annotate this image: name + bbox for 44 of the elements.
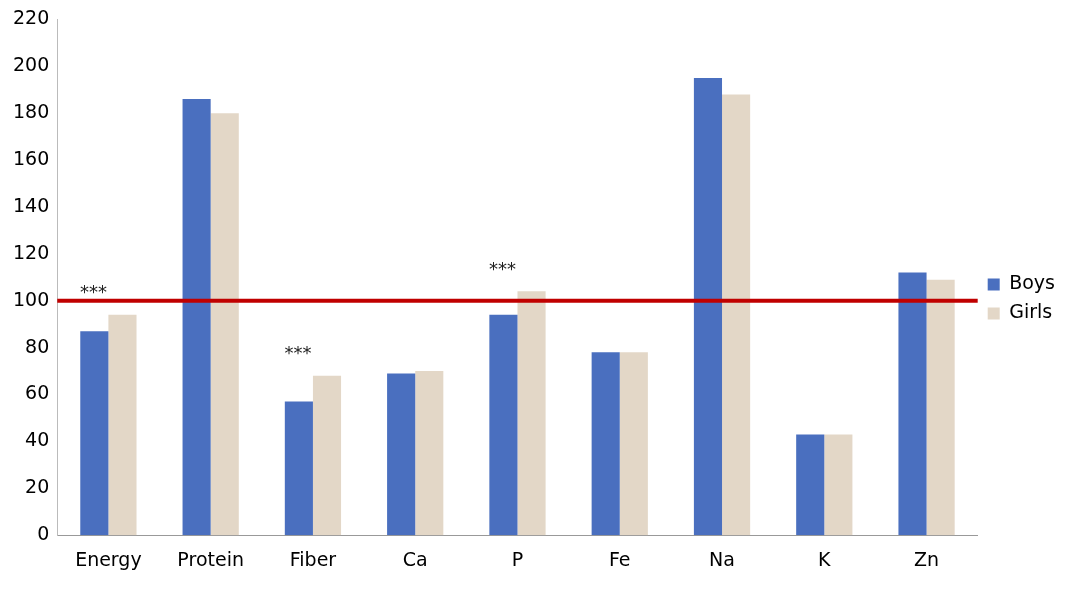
annotation: *** bbox=[284, 342, 312, 364]
x-tick-label: Ca bbox=[402, 547, 428, 570]
bar bbox=[517, 291, 546, 536]
y-tick-label: 60 bbox=[25, 381, 50, 404]
bar bbox=[415, 371, 444, 536]
y-tick-label: 20 bbox=[25, 475, 50, 498]
bar bbox=[591, 352, 620, 536]
legend-label: Girls bbox=[1009, 300, 1053, 323]
bar bbox=[182, 99, 211, 536]
x-tick-label: K bbox=[818, 547, 832, 570]
bar bbox=[722, 94, 751, 536]
annotation: *** bbox=[488, 258, 516, 280]
x-tick-label: Na bbox=[709, 547, 735, 570]
bar bbox=[312, 375, 342, 536]
bar bbox=[926, 279, 955, 536]
x-tick-label: Zn bbox=[914, 547, 940, 570]
x-tick-label: Fe bbox=[608, 547, 631, 570]
bar bbox=[693, 78, 723, 536]
bar bbox=[898, 272, 927, 536]
y-tick-label: 220 bbox=[13, 6, 50, 29]
y-tick-label: 160 bbox=[13, 147, 50, 170]
bar bbox=[796, 434, 825, 536]
y-tick-label: 80 bbox=[25, 334, 50, 357]
bar bbox=[489, 314, 518, 536]
bar bbox=[619, 352, 648, 536]
y-tick-label: 200 bbox=[13, 53, 50, 76]
bar bbox=[108, 314, 137, 536]
y-tick-label: 0 bbox=[37, 522, 50, 545]
y-tick-label: 120 bbox=[13, 240, 50, 263]
x-tick-label: Fiber bbox=[289, 547, 337, 570]
bar bbox=[824, 434, 853, 536]
legend-label: Boys bbox=[1009, 271, 1056, 294]
y-tick-label: 140 bbox=[13, 193, 50, 216]
x-tick-label: P bbox=[511, 547, 524, 570]
bar bbox=[387, 373, 416, 536]
y-tick-label: 100 bbox=[13, 287, 50, 310]
y-tick-label: 180 bbox=[13, 100, 50, 123]
bar bbox=[210, 113, 239, 536]
x-tick-label: Protein bbox=[177, 547, 244, 570]
bar bbox=[80, 331, 109, 536]
bar bbox=[284, 401, 313, 536]
annotation: *** bbox=[79, 281, 107, 303]
x-tick-label: Energy bbox=[75, 547, 142, 570]
y-tick-label: 40 bbox=[25, 428, 50, 451]
